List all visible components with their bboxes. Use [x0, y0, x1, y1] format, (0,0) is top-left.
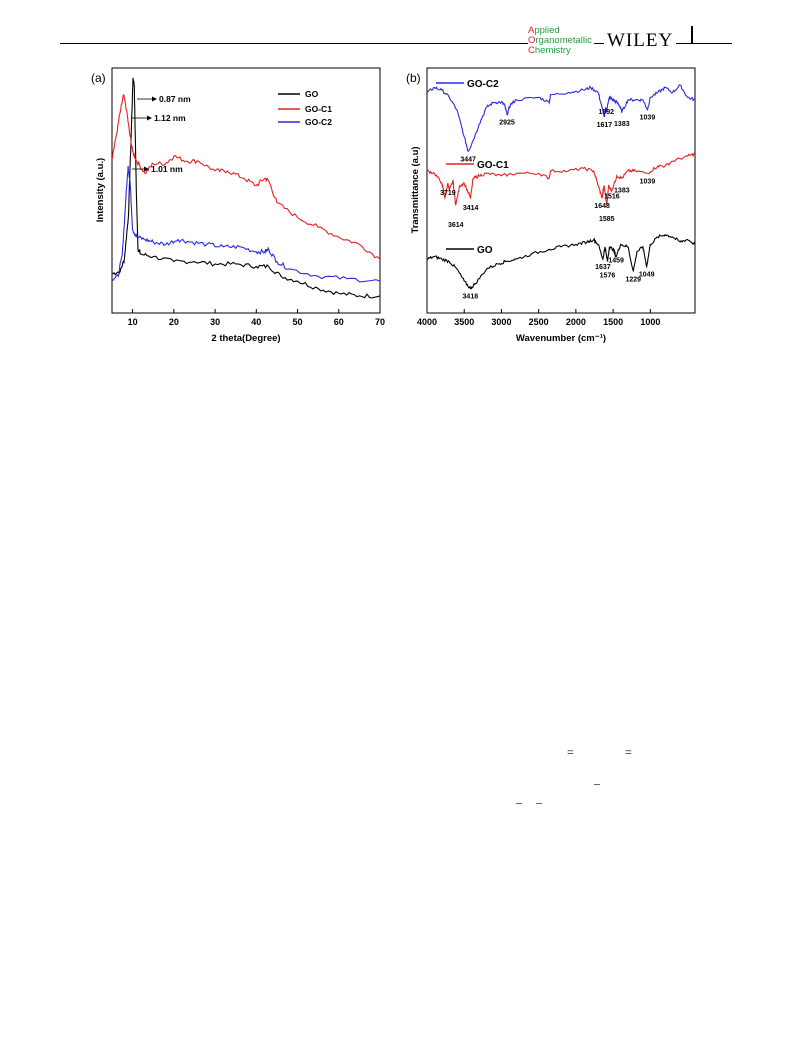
series-label-go: GO	[477, 245, 493, 256]
x-tick-label: 10	[128, 317, 138, 327]
x-tick-label: 30	[210, 317, 220, 327]
journal-name: Applied Organometallic Chemistry	[528, 26, 594, 56]
overbar-2: –	[516, 795, 522, 809]
figure: (a) 10 20 30 40 50 60 70 2 theta(Degree) Inten…	[91, 67, 696, 344]
x-tick-label: 1000	[640, 317, 660, 327]
panel-b-series-labels: GO-C2 GO-C1 GO	[436, 79, 509, 256]
series-go-c1-line	[426, 152, 696, 206]
series-label-go-c1: GO-C1	[477, 160, 509, 171]
panel-b-xlabel: Wavenumber (cm⁻¹)	[516, 333, 606, 344]
peak-label-3719: 3719	[440, 190, 456, 197]
x-tick-label: 50	[293, 317, 303, 327]
series-go-line	[427, 233, 696, 290]
panel-a-frame	[111, 67, 381, 314]
annotation-1-01nm: 1.01 nm	[151, 164, 183, 174]
series-go-c2-line	[426, 84, 696, 153]
overbar-3: –	[536, 795, 542, 809]
x-tick-label: 20	[169, 317, 179, 327]
publisher-bar	[691, 26, 693, 43]
equals-sign-2: =	[625, 745, 632, 759]
peak-label-1585: 1585	[599, 216, 615, 223]
panel-b-ylabel: Transmittance (a.u)	[410, 146, 421, 233]
legend-label-go: GO	[305, 89, 319, 99]
x-tick-label: 1500	[603, 317, 623, 327]
journal-line-1: Applied	[528, 25, 560, 36]
panel-a-legend: GO GO-C1 GO-C2	[278, 89, 332, 127]
panel-b-label: (b)	[406, 71, 421, 85]
panel-a-series	[111, 77, 381, 299]
peak-label-2925: 2925	[499, 120, 515, 127]
panel-b: (b) 4000 3500 3000 2500 2000 1500 1000 Wavenum…	[406, 67, 696, 344]
annotation-arrowhead-1	[152, 96, 157, 102]
annotation-arrowhead-3	[144, 166, 149, 172]
peak-label-1383: 1383	[614, 187, 630, 194]
panel-b-series	[426, 84, 696, 290]
panel-b-frame	[426, 67, 696, 314]
annotation-1-12nm: 1.12 nm	[154, 113, 186, 123]
series-go-c1-line	[111, 94, 381, 260]
peak-label-1648: 1648	[594, 203, 610, 210]
annotation-arrowhead-2	[147, 115, 152, 121]
panel-a-annotations: 0.87 nm 1.12 nm 1.01 nm	[132, 94, 191, 174]
panel-b-x-axis: 4000 3500 3000 2500 2000 1500 1000	[417, 309, 660, 327]
annotation-0-87nm: 0.87 nm	[159, 94, 191, 104]
header-rule	[60, 43, 732, 44]
publisher-logo: WILEY	[604, 30, 677, 52]
x-tick-label: 3000	[491, 317, 511, 327]
peak-label-1576: 1576	[600, 273, 616, 280]
series-go-c2-line	[111, 165, 381, 283]
journal-line-3: Chemistry	[528, 45, 571, 56]
x-tick-label: 3500	[454, 317, 474, 327]
overbar-1: –	[594, 776, 600, 790]
equals-sign-1: =	[567, 745, 574, 759]
peak-label-3414: 3414	[463, 205, 479, 212]
series-go-line	[111, 77, 381, 299]
x-tick-label: 2000	[566, 317, 586, 327]
peak-label-1637: 1637	[595, 264, 611, 271]
legend-label-go-c2: GO-C2	[305, 117, 332, 127]
x-tick-label: 70	[375, 317, 385, 327]
legend-label-go-c1: GO-C1	[305, 104, 332, 114]
x-tick-label: 40	[251, 317, 261, 327]
peak-label-1383: 1383	[614, 121, 630, 128]
peak-label-1459: 1459	[608, 258, 624, 265]
peak-label-1229: 1229	[625, 276, 641, 283]
panel-a-xlabel: 2 theta(Degree)	[211, 333, 280, 344]
panel-a-ylabel: Intensity (a.u.)	[95, 158, 106, 222]
panel-a: (a) 10 20 30 40 50 60 70 2 theta(Degree) Inten…	[91, 67, 385, 344]
peak-label-1039: 1039	[640, 178, 656, 185]
peak-label-1617: 1617	[597, 122, 613, 129]
peak-label-3614: 3614	[448, 222, 464, 229]
x-tick-label: 60	[334, 317, 344, 327]
peak-label-1516: 1516	[604, 194, 620, 201]
peak-label-3447: 3447	[460, 156, 476, 163]
journal-line-2: Organometallic	[528, 35, 592, 46]
peak-label-1039: 1039	[640, 115, 656, 122]
peak-label-1592: 1592	[598, 109, 614, 116]
x-tick-label: 2500	[529, 317, 549, 327]
peak-label-3418: 3418	[463, 294, 479, 301]
series-label-go-c2: GO-C2	[467, 79, 499, 90]
panel-a-label: (a)	[91, 71, 106, 85]
panel-a-x-axis: 10 20 30 40 50 60 70	[128, 309, 385, 327]
x-tick-label: 4000	[417, 317, 437, 327]
peak-label-1049: 1049	[639, 271, 655, 278]
